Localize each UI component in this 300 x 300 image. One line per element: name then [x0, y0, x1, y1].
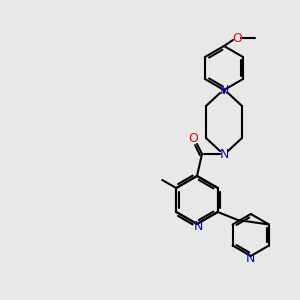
Text: N: N: [219, 83, 229, 97]
Text: N: N: [246, 251, 256, 265]
Text: O: O: [232, 32, 242, 44]
Text: N: N: [219, 148, 229, 160]
Text: O: O: [188, 131, 198, 145]
Text: N: N: [193, 220, 203, 232]
